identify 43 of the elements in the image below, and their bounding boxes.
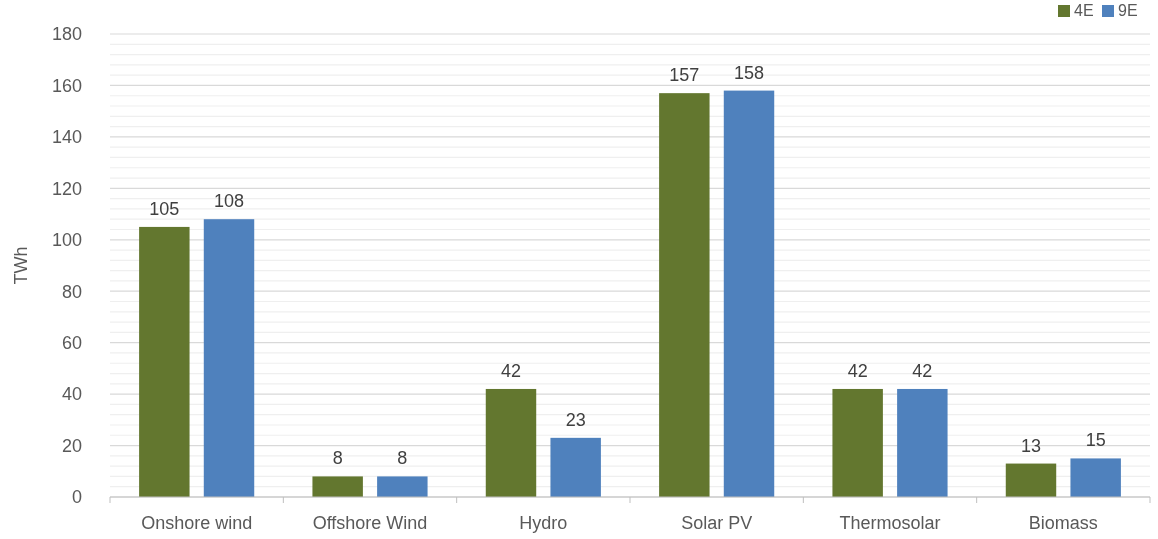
y-tick-label: 120 <box>51 178 82 199</box>
bar <box>203 219 255 497</box>
data-label: 8 <box>397 448 408 469</box>
y-tick-label: 100 <box>51 230 82 251</box>
bar <box>312 476 363 497</box>
bar <box>139 226 190 497</box>
bar <box>659 93 710 497</box>
bar <box>897 388 948 497</box>
legend-label: 9E <box>1118 2 1138 19</box>
y-tick-label: 160 <box>51 75 82 96</box>
data-label: 42 <box>847 360 868 381</box>
data-label: 8 <box>332 448 343 469</box>
y-tick-label: 0 <box>71 487 82 508</box>
x-tick-label: Offshore Wind <box>312 513 428 533</box>
data-label: 15 <box>1085 430 1106 451</box>
data-label: 23 <box>565 409 586 430</box>
bar <box>485 388 537 497</box>
y-axis-title: TWh <box>11 246 31 285</box>
bar <box>832 388 883 497</box>
bar <box>1005 463 1057 497</box>
data-label: 158 <box>733 62 765 83</box>
bar <box>377 476 428 497</box>
data-label: 105 <box>149 198 180 219</box>
data-label: 13 <box>1020 435 1042 456</box>
legend-label: 4E <box>1074 2 1094 19</box>
y-tick-label: 140 <box>51 127 82 148</box>
x-tick-label: Onshore wind <box>141 513 253 533</box>
bar <box>1070 458 1121 497</box>
x-tick-label: Hydro <box>519 513 568 533</box>
data-label: 42 <box>500 360 522 381</box>
y-tick-label: 180 <box>51 24 82 45</box>
data-label: 108 <box>213 191 245 212</box>
y-tick-label: 80 <box>61 281 82 302</box>
x-tick-label: Solar PV <box>681 513 753 533</box>
y-tick-label: 20 <box>61 435 82 456</box>
x-tick-label: Thermosolar <box>839 513 941 533</box>
y-tick-label: 60 <box>61 332 82 353</box>
data-label: 42 <box>912 360 933 381</box>
x-tick-label: Biomass <box>1028 513 1098 533</box>
data-label: 157 <box>669 65 700 86</box>
bar <box>723 90 775 497</box>
bar <box>550 437 601 497</box>
y-tick-label: 40 <box>61 384 82 405</box>
